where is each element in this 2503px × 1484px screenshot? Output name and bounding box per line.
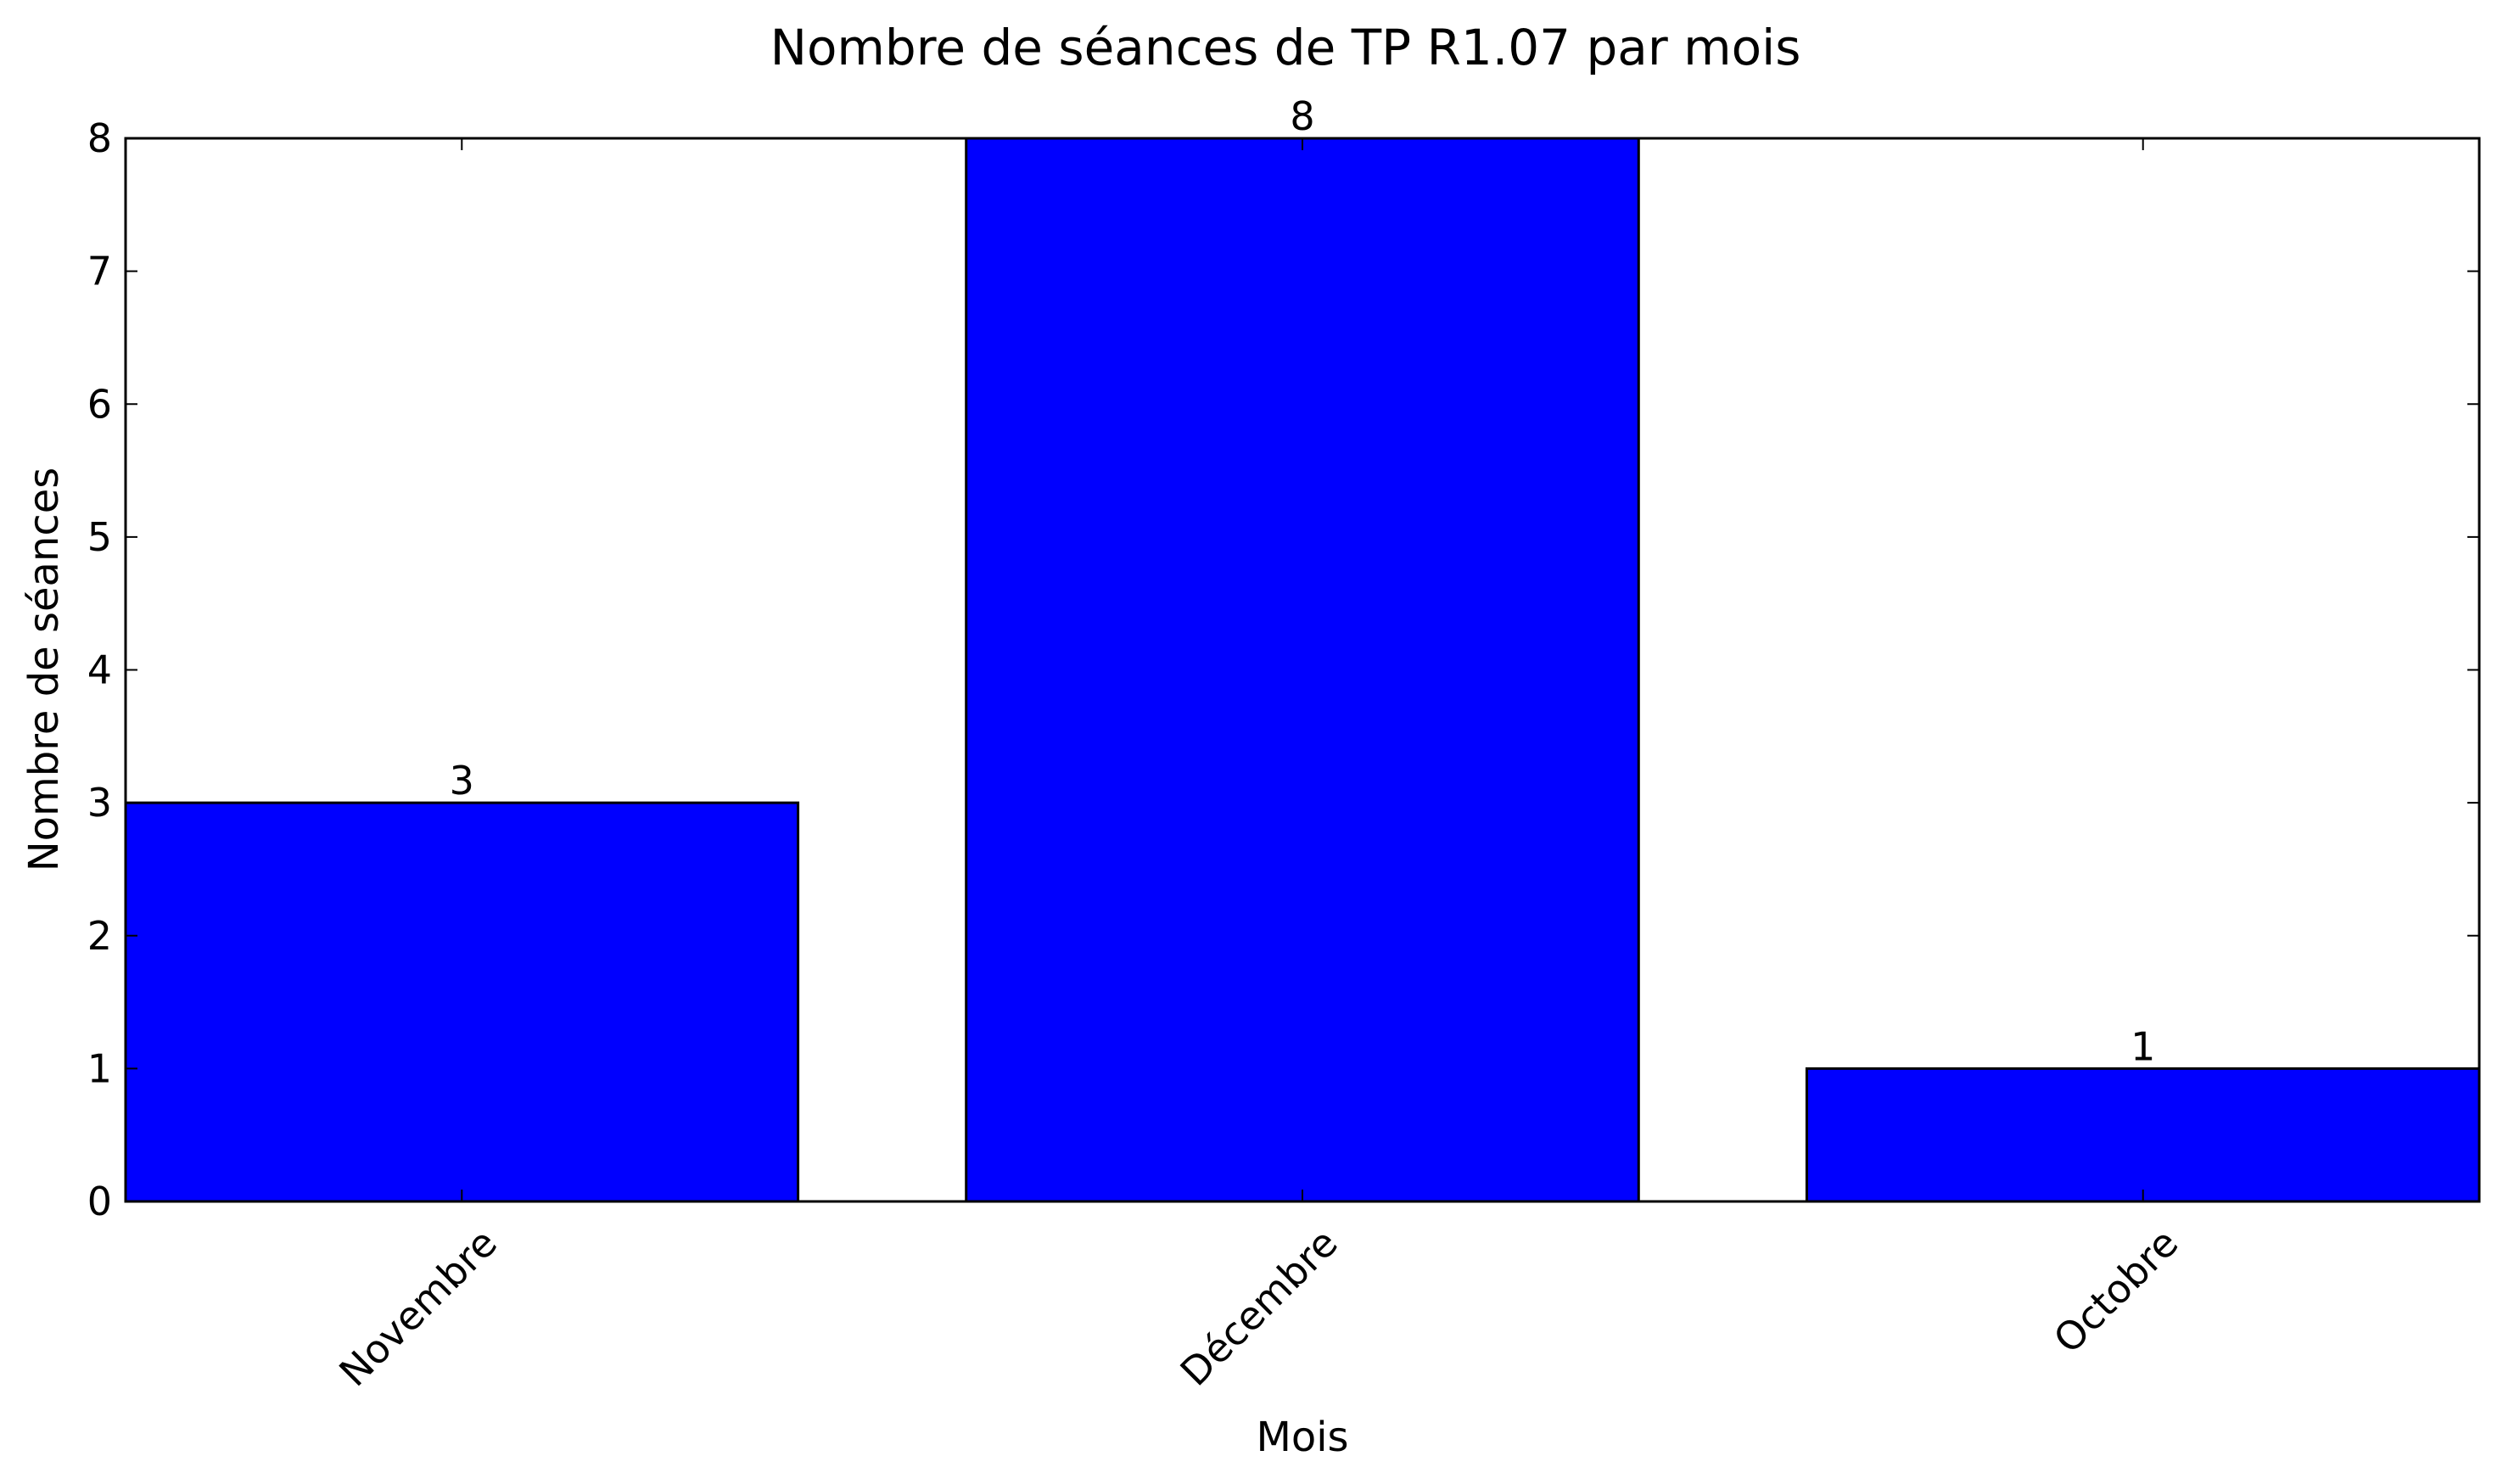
y-tick-label: 8 bbox=[87, 115, 112, 161]
bar-value-label: 8 bbox=[1290, 93, 1314, 139]
bars-group bbox=[124, 137, 2481, 1203]
y-axis-title: Nombre de séances bbox=[20, 468, 68, 872]
x-tick-label: Décembre bbox=[1172, 1220, 1347, 1395]
x-axis-title: Mois bbox=[1256, 1414, 1348, 1461]
y-axis: 0 1 2 3 4 5 6 7 8 bbox=[87, 115, 2479, 1224]
bar bbox=[1805, 1067, 2481, 1203]
bar-value-label: 1 bbox=[2131, 1023, 2155, 1069]
x-tick-label: Octobre bbox=[2045, 1220, 2187, 1363]
data-labels-group: 3 8 1 bbox=[450, 93, 2156, 1069]
y-tick-label: 1 bbox=[87, 1045, 112, 1091]
y-tick-label: 7 bbox=[87, 249, 112, 294]
x-tick-label: Novembre bbox=[330, 1220, 506, 1396]
bar bbox=[965, 137, 1640, 1203]
y-tick-label: 0 bbox=[87, 1179, 112, 1224]
y-tick-label: 3 bbox=[87, 780, 112, 826]
y-tick-label: 6 bbox=[87, 381, 112, 427]
y-tick-label: 2 bbox=[87, 913, 112, 959]
y-tick-label: 5 bbox=[87, 514, 112, 560]
chart-title: Nombre de séances de TP R1.07 par mois bbox=[770, 19, 1801, 76]
bar bbox=[124, 801, 800, 1203]
bar-value-label: 3 bbox=[450, 758, 474, 804]
y-tick-label: 4 bbox=[87, 647, 112, 693]
